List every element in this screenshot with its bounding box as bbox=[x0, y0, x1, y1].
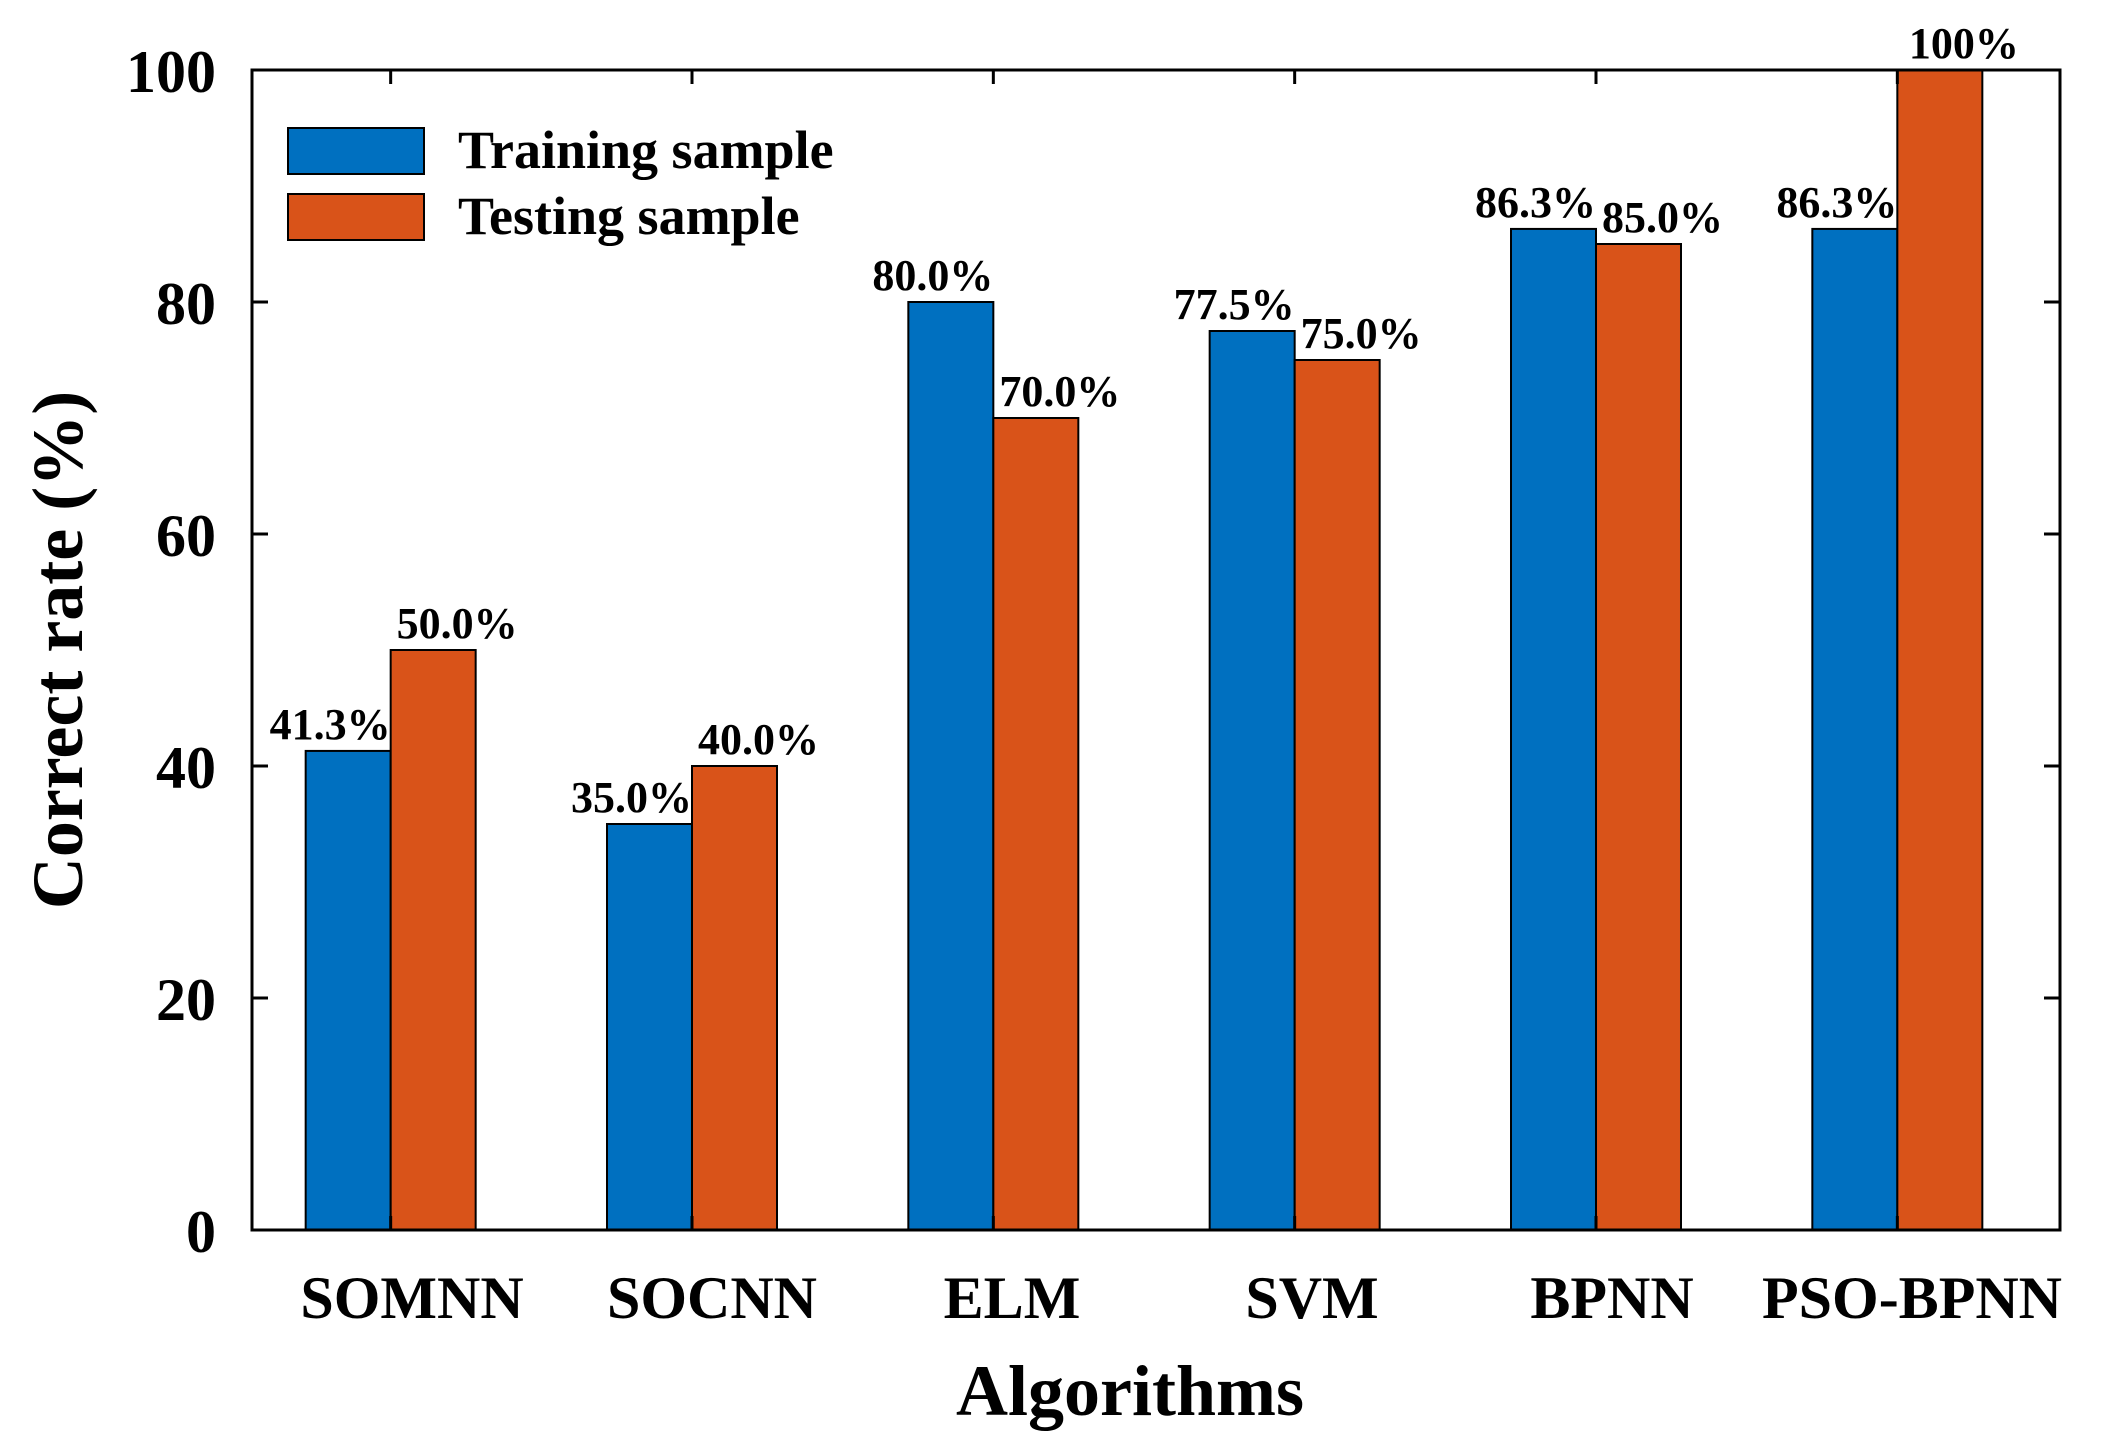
y-tick-label: 60 bbox=[156, 503, 216, 569]
y-tick-label: 80 bbox=[156, 271, 216, 337]
data-label: 70.0% bbox=[999, 367, 1120, 416]
bar-training-pso-bpnn bbox=[1811, 227, 1899, 1232]
legend-swatch-testing bbox=[287, 193, 425, 241]
bar-testing-socnn bbox=[691, 765, 778, 1231]
x-axis-title: Algorithms bbox=[956, 1351, 1304, 1431]
bar-testing-bpnn bbox=[1595, 243, 1682, 1231]
bar-training-socnn bbox=[606, 823, 693, 1231]
bar-training-somnn bbox=[304, 749, 392, 1231]
x-tick-label: BPNN bbox=[1530, 1265, 1693, 1331]
bars-layer bbox=[304, 69, 1984, 1232]
y-tick-label: 20 bbox=[156, 967, 216, 1033]
data-label: 41.3% bbox=[270, 700, 391, 749]
x-axis-ticks bbox=[389, 70, 1899, 1230]
data-label: 85.0% bbox=[1602, 193, 1723, 242]
data-label: 80.0% bbox=[872, 251, 993, 300]
y-tick-label: 40 bbox=[156, 735, 216, 801]
data-label: 50.0% bbox=[397, 599, 518, 648]
x-tick-label: ELM bbox=[944, 1265, 1081, 1331]
data-labels-layer: 41.3% 50.0% 35.0%40.0% 80.0% 70.0% 77.5%75.0%… bbox=[270, 19, 2019, 822]
legend-swatch-training bbox=[287, 127, 425, 175]
y-tick-label: 100 bbox=[126, 39, 216, 105]
y-axis-ticks bbox=[252, 68, 2060, 1232]
x-tick-label: SVM bbox=[1245, 1265, 1378, 1331]
x-tick-label: PSO-BPNN bbox=[1762, 1265, 2062, 1331]
y-tick-label: 0 bbox=[186, 1199, 216, 1265]
bar-training-elm bbox=[907, 301, 995, 1231]
data-label: 86.3% bbox=[1475, 178, 1596, 227]
plot-frame bbox=[250, 68, 2062, 1232]
data-label: 77.5% bbox=[1174, 280, 1295, 329]
bar-testing-pso-bpnn bbox=[1896, 69, 1984, 1231]
data-label: 100% bbox=[1909, 19, 2019, 68]
data-label: 35.0% bbox=[571, 773, 692, 822]
x-tick-label: SOCNN bbox=[607, 1265, 817, 1331]
legend-label-testing: Testing sample bbox=[458, 186, 800, 246]
bar-testing-elm bbox=[992, 417, 1080, 1231]
bar-training-bpnn bbox=[1510, 227, 1597, 1232]
x-tick-label: SOMNN bbox=[300, 1265, 523, 1331]
bar-testing-somnn bbox=[389, 649, 477, 1231]
bar-testing-svm bbox=[1293, 359, 1381, 1231]
data-label: 40.0% bbox=[698, 715, 819, 764]
data-label: 86.3% bbox=[1776, 178, 1897, 227]
legend: Training sample Testing sample bbox=[287, 120, 834, 246]
y-axis-title: Correct rate (%) bbox=[18, 391, 98, 909]
data-label: 75.0% bbox=[1301, 309, 1422, 358]
bar-training-svm bbox=[1208, 330, 1296, 1231]
legend-label-training: Training sample bbox=[458, 120, 834, 180]
